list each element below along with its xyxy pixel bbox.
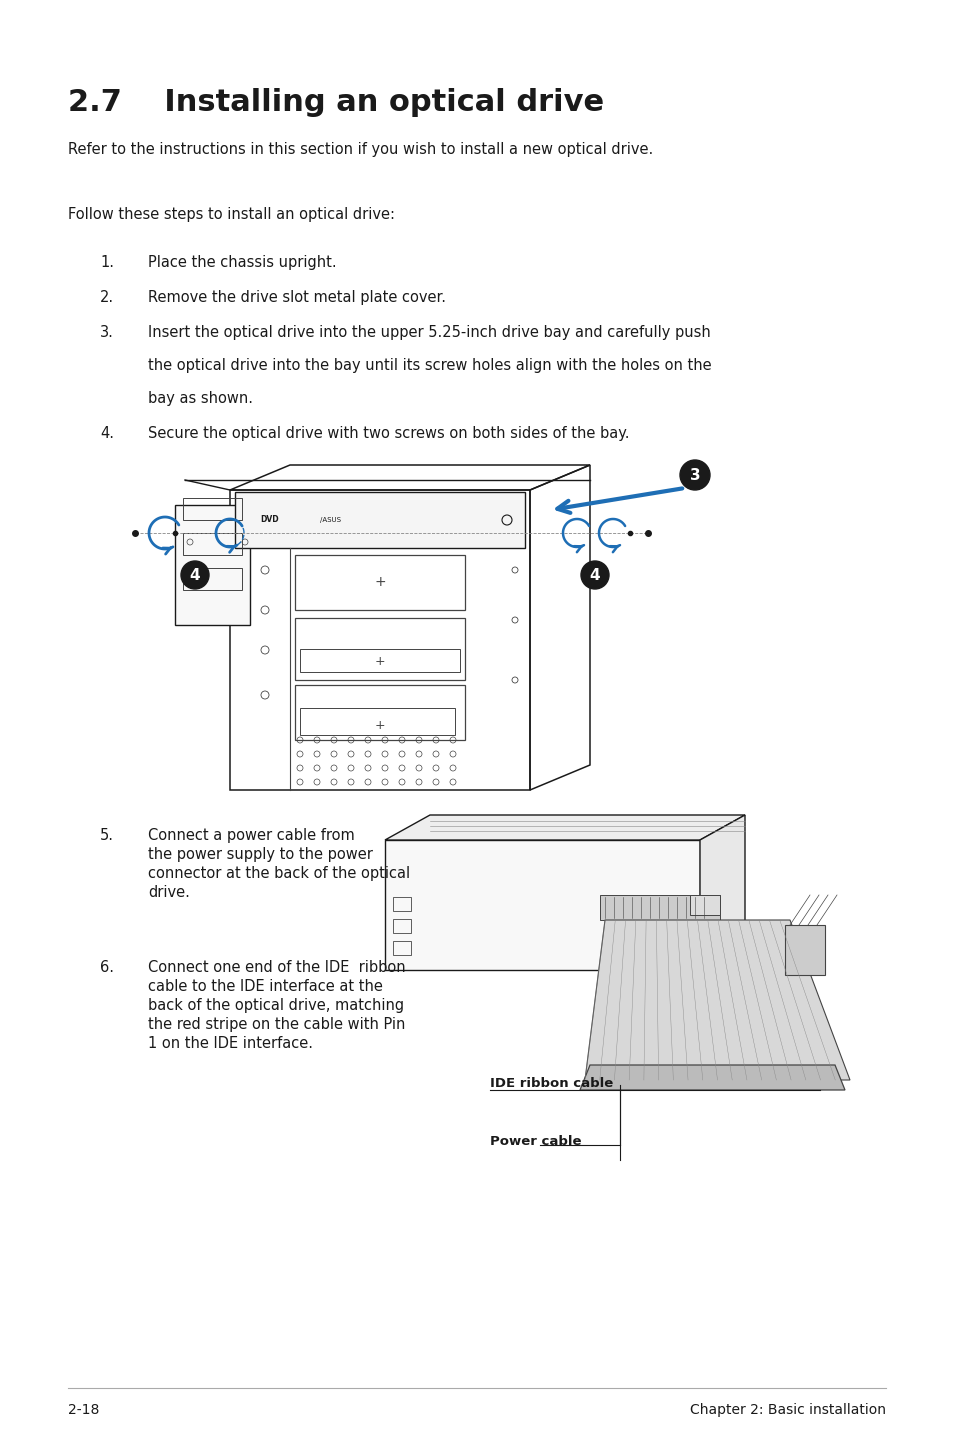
Text: 4: 4	[190, 568, 200, 582]
Text: the optical drive into the bay until its screw holes align with the holes on the: the optical drive into the bay until its…	[148, 358, 711, 372]
Text: Remove the drive slot metal plate cover.: Remove the drive slot metal plate cover.	[148, 290, 446, 305]
Text: 6.: 6.	[100, 961, 113, 975]
Text: Refer to the instructions in this section if you wish to install a new optical d: Refer to the instructions in this sectio…	[68, 142, 653, 157]
Bar	[183, 533, 242, 555]
Bar	[183, 498, 242, 521]
Text: the power supply to the power: the power supply to the power	[148, 847, 373, 861]
Bar	[230, 490, 530, 789]
Circle shape	[181, 561, 209, 590]
Text: 2-18: 2-18	[68, 1403, 99, 1416]
Bar	[689, 894, 720, 915]
Bar	[174, 505, 250, 626]
Text: +: +	[375, 719, 385, 732]
Polygon shape	[584, 920, 849, 1080]
Text: IDE ribbon cable: IDE ribbon cable	[490, 1077, 613, 1090]
Polygon shape	[579, 1066, 844, 1090]
Bar	[385, 840, 700, 971]
Text: 1 on the IDE interface.: 1 on the IDE interface.	[148, 1035, 313, 1051]
Text: back of the optical drive, matching: back of the optical drive, matching	[148, 998, 404, 1012]
Bar	[294, 684, 464, 741]
Text: 4.: 4.	[100, 426, 113, 441]
Text: /ASUS: /ASUS	[319, 518, 340, 523]
Text: 2.: 2.	[100, 290, 114, 305]
Text: drive.: drive.	[148, 884, 190, 900]
Text: Secure the optical drive with two screws on both sides of the bay.: Secure the optical drive with two screws…	[148, 426, 629, 441]
Polygon shape	[385, 815, 744, 840]
Circle shape	[580, 561, 608, 590]
Text: 1.: 1.	[100, 255, 113, 270]
Bar	[599, 894, 720, 920]
Text: 4: 4	[589, 568, 599, 582]
Text: 2.7    Installing an optical drive: 2.7 Installing an optical drive	[68, 88, 603, 116]
Text: 5.: 5.	[100, 828, 113, 843]
Circle shape	[679, 460, 709, 490]
Text: the red stripe on the cable with Pin: the red stripe on the cable with Pin	[148, 1017, 405, 1032]
Bar	[294, 555, 464, 610]
Bar	[393, 919, 411, 933]
Text: 3.: 3.	[100, 325, 113, 339]
Bar	[183, 568, 242, 590]
Text: connector at the back of the optical: connector at the back of the optical	[148, 866, 410, 881]
Polygon shape	[700, 815, 744, 971]
Text: +: +	[374, 575, 385, 590]
Bar	[393, 940, 411, 955]
Text: 3: 3	[689, 467, 700, 483]
Bar	[784, 925, 824, 975]
Bar	[299, 707, 455, 735]
Text: +: +	[375, 654, 385, 669]
Text: Connect a power cable from: Connect a power cable from	[148, 828, 355, 843]
Text: DVD: DVD	[260, 515, 278, 525]
Bar	[393, 897, 411, 912]
Text: Place the chassis upright.: Place the chassis upright.	[148, 255, 336, 270]
Bar	[234, 492, 524, 548]
Text: cable to the IDE interface at the: cable to the IDE interface at the	[148, 979, 382, 994]
Text: bay as shown.: bay as shown.	[148, 391, 253, 406]
Text: Power cable: Power cable	[490, 1135, 581, 1148]
Text: Connect one end of the IDE  ribbon: Connect one end of the IDE ribbon	[148, 961, 405, 975]
Bar	[294, 618, 464, 680]
Text: Follow these steps to install an optical drive:: Follow these steps to install an optical…	[68, 207, 395, 221]
Text: Insert the optical drive into the upper 5.25-inch drive bay and carefully push: Insert the optical drive into the upper …	[148, 325, 710, 339]
Bar	[299, 649, 459, 672]
Text: Chapter 2: Basic installation: Chapter 2: Basic installation	[689, 1403, 885, 1416]
